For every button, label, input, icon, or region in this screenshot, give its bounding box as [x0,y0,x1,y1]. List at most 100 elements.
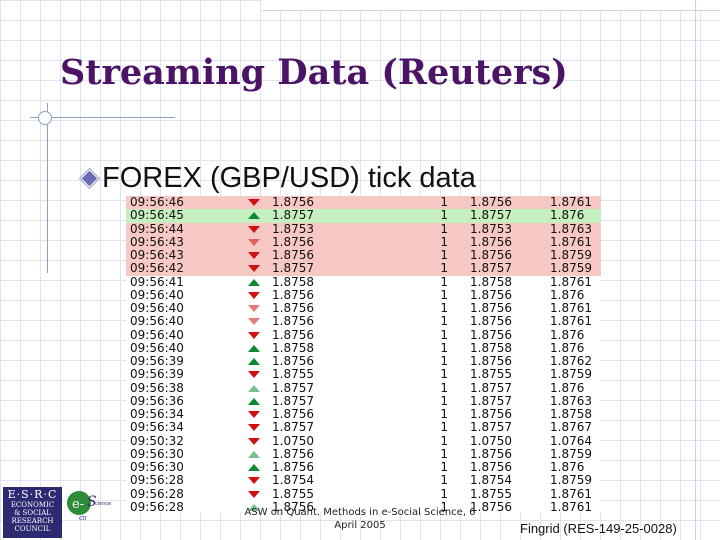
footer-grant-text: Fingrid (RES-149-25-0028) [520,521,677,536]
tick-direction-arrow [240,435,268,448]
tick-direction-arrow [240,501,268,512]
tick-quantity: 1 [440,460,448,475]
tick-price: 1.8758 [272,274,314,289]
tick-row: 09:56:43 1.8756 1 1.8756 1.8759 [126,249,601,263]
tick-row: 09:56:40 1.8756 1 1.8756 1.876 [126,327,601,342]
arrow-down-icon [248,490,260,498]
tick-time: 09:56:34 [130,420,184,435]
tick-bid: 1.8755 [470,367,512,382]
tick-price: 1.8753 [268,222,358,236]
tick-price: 1.8756 [272,287,314,302]
tick-direction-arrow [240,209,268,223]
tick-price: 1.8756 [268,235,358,249]
tick-time: 09:56:40 [130,314,184,329]
top-decorative-bar [262,0,720,11]
tick-bid: 1.8758 [470,274,512,289]
tick-quantity: 1 [358,249,462,263]
tick-row: 09:56:46 1.8756 1 1.8756 1.8761 [126,196,601,210]
tick-time: 09:56:45 [126,209,240,223]
tick-price: 1.8756 [272,327,314,342]
esrc-logo: E·S·R·C ECONOMIC & SOCIAL RESEARCH COUNCIL [3,487,62,538]
tick-time: 09:56:36 [130,393,184,408]
tick-quantity: 1 [358,209,462,223]
tick-direction-arrow [240,368,268,381]
tick-quantity: 1 [440,314,448,329]
arrow-down-icon [248,318,260,326]
tick-row: 09:56:39 1.8755 1 1.8755 1.8759 [126,368,601,381]
tick-direction-arrow [240,421,268,434]
tick-direction-arrow [240,342,268,355]
tick-ask: 1.876 [550,287,585,302]
tick-quantity: 1 [440,407,448,422]
tick-row: 09:56:36 1.8757 1 1.8757 1.8763 [126,393,601,408]
tick-ask: 1.8761 [550,274,592,289]
tick-quantity: 1 [440,446,448,461]
tick-row: 09:56:41 1.8758 1 1.8758 1.8761 [126,274,601,289]
footer-event-text: ASW on Quant. Methods in e-Social Scienc… [244,507,476,531]
arrow-down-icon [248,305,260,313]
tick-time: 09:56:38 [130,380,184,395]
tick-ask: 1.8758 [550,407,592,422]
tick-direction-arrow [240,474,268,487]
tick-bid: 1.8757 [462,209,542,223]
tick-price: 1.8757 [272,380,314,395]
tick-ask: 1.8763 [550,393,592,408]
tick-ask: 1.8761 [550,301,592,316]
tick-bid: 1.8754 [470,473,512,488]
tick-bid: 1.8756 [462,196,542,210]
tick-time: 09:56:40 [130,301,184,316]
tick-direction-arrow [240,276,268,289]
tick-time: 09:56:30 [130,460,184,475]
tick-quantity: 1 [440,420,448,435]
tick-quantity: 1 [440,499,448,512]
tick-row: 09:56:28 1.8755 1 1.8755 1.8761 [126,486,601,501]
tick-quantity: 1 [358,196,462,210]
slide-title: Streaming Data (Reuters) [60,52,568,93]
tick-price: 1.8756 [272,460,314,475]
tick-price: 1.8757 [268,262,358,276]
tick-quantity: 1 [358,235,462,249]
arrow-down-icon [248,411,260,419]
svg-text:S: S [87,494,97,510]
arrow-down-icon [248,252,260,260]
tick-bid: 1.8755 [470,486,512,501]
tick-ask: 1.8767 [550,420,592,435]
escience-logo: e- S cience ctr [67,491,111,522]
tick-ask: 1.0764 [550,433,592,448]
svg-text:e-: e- [72,497,84,512]
tick-row: 09:56:40 1.8758 1 1.8758 1.876 [126,340,601,355]
tick-data-table: 09:56:46 1.8756 1 1.8756 1.8761 09:56:45 1.875… [126,196,601,512]
tick-direction-arrow [240,302,268,315]
tick-price: 1.8758 [272,340,314,355]
arrow-down-icon [248,437,260,445]
right-decorative-rule [695,0,696,540]
tick-quantity: 1 [440,354,448,369]
tick-bid: 1.8757 [470,393,512,408]
tick-ask: 1.876 [550,340,585,355]
tick-row: 09:56:43 1.8756 1 1.8756 1.8761 [126,235,601,249]
arrow-down-icon [248,225,260,233]
tick-time: 09:56:44 [126,222,240,236]
decorative-horizontal-line [30,117,175,118]
tick-ask: 1.8761 [542,235,601,249]
tick-bid: 1.0750 [470,433,512,448]
tick-direction-arrow [240,222,268,236]
tick-price: 1.8755 [272,486,314,501]
tick-price: 1.8756 [272,301,314,316]
tick-ask: 1.8759 [542,249,601,263]
arrow-down-icon [248,199,260,207]
tick-quantity: 1 [440,340,448,355]
arrow-up-icon [248,384,260,392]
tick-data-table-screenshot: 09:56:46 1.8756 1 1.8756 1.8761 09:56:45 1.875… [126,196,601,512]
arrow-down-icon [248,291,260,299]
tick-time: 09:56:39 [130,354,184,369]
tick-ask: 1.8763 [542,222,601,236]
tick-row: 09:56:30 1.8756 1 1.8756 1.8759 [126,446,601,461]
decorative-circle [38,111,52,125]
tick-bid: 1.8756 [470,407,512,422]
tick-row: 09:56:30 1.8756 1 1.8756 1.876 [126,461,601,474]
tick-bid: 1.8756 [470,287,512,302]
bullet-text: FOREX (GBP/USD) tick data [102,162,476,194]
tick-direction-arrow [240,461,268,474]
tick-time: 09:56:40 [130,287,184,302]
